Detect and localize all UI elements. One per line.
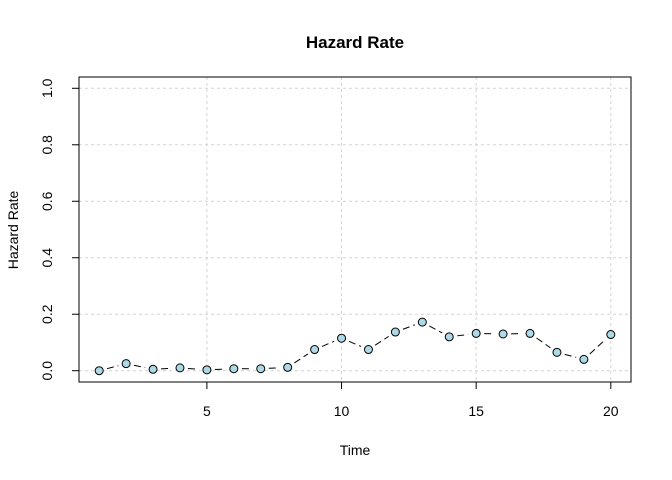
- x-tick-label-3: 20: [603, 403, 619, 419]
- y-tick-label-3: 0.6: [39, 191, 55, 211]
- data-point-8: [283, 362, 293, 372]
- data-point-16: [498, 329, 508, 339]
- series-hazard-rate: [94, 317, 616, 376]
- series-segment-3: [187, 367, 199, 370]
- plot-frame: [78, 76, 632, 383]
- data-point-17: [525, 328, 535, 338]
- data-point-4: [175, 363, 185, 373]
- grid: [79, 77, 631, 382]
- data-point-12: [390, 327, 400, 337]
- series-segment-7: [294, 353, 309, 364]
- data-point-14: [444, 332, 454, 342]
- data-point-7: [256, 364, 266, 374]
- x-axis: 5 10 15 20: [203, 382, 619, 419]
- series-segment-0: [106, 365, 119, 370]
- x-tick-label-1: 10: [334, 403, 350, 419]
- data-point-2: [121, 359, 131, 369]
- series-segment-16: [536, 337, 551, 349]
- series-segment-6: [268, 367, 280, 369]
- series-segment-1: [133, 364, 146, 369]
- series-segment-10: [374, 335, 389, 346]
- data-point-19: [579, 354, 589, 364]
- x-axis-label: Time: [340, 442, 371, 458]
- y-axis: 0.0 0.2 0.4 0.6 0.8 1.0: [39, 78, 79, 380]
- y-tick-label-0: 0.0: [39, 361, 55, 381]
- y-tick-label-5: 1.0: [39, 78, 55, 98]
- y-tick-label-4: 0.8: [39, 135, 55, 155]
- y-axis-label: Hazard Rate: [5, 190, 21, 269]
- series-segment-12: [429, 325, 443, 334]
- data-point-11: [363, 345, 373, 355]
- series-segment-8: [321, 340, 335, 347]
- series-segment-17: [564, 353, 577, 358]
- data-point-10: [337, 333, 347, 343]
- series-segment-18: [589, 339, 606, 355]
- data-point-1: [94, 366, 104, 376]
- series-segment-2: [161, 367, 173, 370]
- series-segment-11: [402, 324, 415, 330]
- data-point-18: [552, 347, 562, 357]
- x-tick-label-2: 15: [468, 403, 484, 419]
- x-tick-label-0: 5: [203, 403, 211, 419]
- data-point-9: [310, 345, 320, 355]
- chart-title: Hazard Rate: [306, 33, 404, 52]
- data-point-20: [606, 330, 616, 340]
- series-segment-9: [348, 340, 362, 347]
- series-segment-13: [457, 333, 469, 337]
- y-tick-label-2: 0.4: [39, 248, 55, 268]
- data-point-6: [229, 364, 239, 374]
- y-tick-label-1: 0.2: [39, 304, 55, 324]
- data-point-13: [417, 317, 427, 327]
- data-point-5: [202, 365, 212, 375]
- data-point-15: [471, 328, 481, 338]
- data-point-3: [148, 364, 158, 374]
